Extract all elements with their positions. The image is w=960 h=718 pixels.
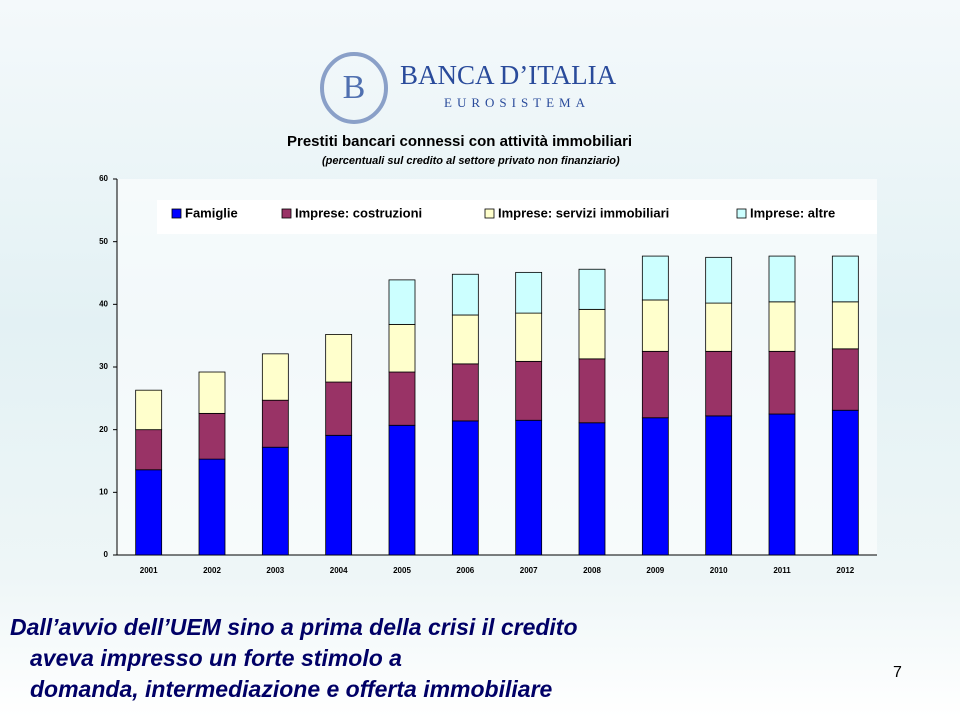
logo-monogram: B <box>343 69 366 106</box>
bar-segment <box>451 363 479 422</box>
bar-segment <box>261 353 289 401</box>
bar-segment <box>325 334 353 383</box>
bar-segment <box>325 381 353 436</box>
bar-segment <box>768 255 796 303</box>
bar-segment <box>261 446 289 556</box>
x-tick-label: 2009 <box>646 566 664 575</box>
legend-swatch <box>281 208 292 219</box>
legend-swatch <box>171 208 182 219</box>
bar-segment <box>768 413 796 556</box>
y-tick-label: 10 <box>99 487 108 496</box>
x-tick-label: 2011 <box>773 566 791 575</box>
x-tick-label: 2005 <box>393 566 411 575</box>
y-tick-label: 0 <box>104 550 109 559</box>
bar-segment <box>831 409 859 556</box>
logo-name: BANCA D’ITALIA <box>400 60 617 90</box>
bar-segment <box>515 360 543 421</box>
bar-segment <box>831 301 859 350</box>
y-tick-label: 50 <box>99 237 108 246</box>
x-tick-label: 2012 <box>836 566 854 575</box>
bar-segment <box>578 422 606 556</box>
legend-label: Imprese: servizi immobiliari <box>498 205 669 220</box>
bar-segment <box>768 301 796 352</box>
x-tick-label: 2004 <box>330 566 348 575</box>
x-tick-label: 2007 <box>520 566 538 575</box>
bar-segment <box>451 314 479 365</box>
bar-segment <box>641 417 669 556</box>
legend-swatch <box>484 208 495 219</box>
bar-segment <box>641 350 669 419</box>
x-tick-label: 2002 <box>203 566 221 575</box>
x-tick-label: 2001 <box>140 566 158 575</box>
bar-segment <box>325 434 353 556</box>
bar-segment <box>578 268 606 310</box>
bar-segment <box>261 399 289 448</box>
chart-title: Prestiti bancari connessi con attività i… <box>287 133 632 150</box>
bar-segment <box>705 256 733 304</box>
bar-segment <box>388 323 416 373</box>
y-tick-label: 60 <box>99 174 108 183</box>
logo-emblem <box>320 52 388 124</box>
slide-title-text: Dall’avvio dell’UEM sino a prima della c… <box>10 614 578 640</box>
legend-label: Imprese: costruzioni <box>295 205 422 220</box>
chart-subtitle: (percentuali sul credito al settore priv… <box>322 155 620 167</box>
bar-segment <box>705 302 733 352</box>
bar-segment <box>831 255 859 303</box>
y-tick-label: 30 <box>99 362 108 371</box>
legend-label: Imprese: altre <box>750 205 835 220</box>
bar-segment <box>388 279 416 325</box>
bar-segment <box>135 469 163 556</box>
bar-segment <box>388 424 416 556</box>
bar-segment <box>641 255 669 301</box>
bar-segment <box>198 371 226 414</box>
x-tick-label: 2008 <box>583 566 601 575</box>
bar-segment <box>135 429 163 471</box>
logo: B BANCA D’ITALIA EUROSISTEMA <box>320 52 617 124</box>
bar-segment <box>388 371 416 426</box>
plot-area <box>117 179 877 555</box>
bar-segment <box>578 358 606 424</box>
bar-segment <box>515 271 543 314</box>
bar-segment <box>768 350 796 415</box>
bar-segment <box>451 420 479 556</box>
slide-title-line: aveva impresso un forte stimolo a <box>30 645 402 671</box>
bar-segment <box>135 389 163 431</box>
y-tick-label: 40 <box>99 299 108 308</box>
legend-swatch <box>736 208 747 219</box>
bar-segment <box>198 458 226 556</box>
bar-segment <box>515 419 543 556</box>
bar-segment <box>515 312 543 362</box>
bar-segment <box>641 299 669 352</box>
slide-title-line: domanda, intermediazione e offerta immob… <box>30 676 553 702</box>
legend <box>157 200 877 234</box>
x-tick-label: 2010 <box>710 566 728 575</box>
bar-segment <box>451 273 479 316</box>
bar-segment <box>705 350 733 417</box>
y-tick-label: 20 <box>99 425 108 434</box>
bar-segment <box>705 415 733 556</box>
slide-title: Dall’avvio dell’UEM sino a prima della c… <box>10 614 578 702</box>
bar-segment <box>578 308 606 360</box>
page-number: 7 <box>893 664 902 681</box>
bar-segment <box>831 348 859 411</box>
x-tick-label: 2006 <box>456 566 474 575</box>
logo-subtitle: EUROSISTEMA <box>444 95 590 110</box>
bar-segment <box>198 412 226 460</box>
x-tick-label: 2003 <box>266 566 284 575</box>
legend-label: Famiglie <box>185 205 238 220</box>
